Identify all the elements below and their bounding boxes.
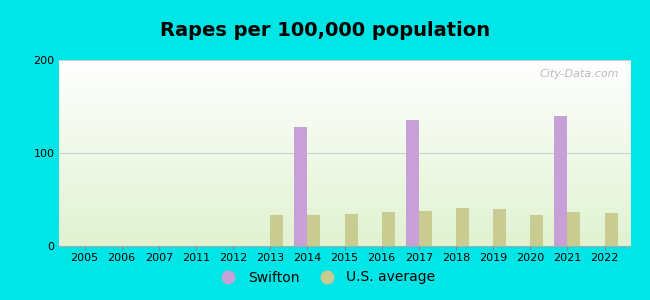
Bar — [270, 215, 283, 246]
Bar — [294, 127, 307, 246]
Bar — [419, 211, 432, 246]
Bar — [406, 120, 419, 246]
Bar — [530, 215, 543, 246]
Bar — [456, 208, 469, 246]
Legend: Swifton, U.S. average: Swifton, U.S. average — [209, 265, 441, 290]
Bar — [604, 214, 617, 246]
Bar — [554, 116, 567, 246]
Bar — [307, 215, 320, 246]
Bar — [344, 214, 358, 246]
Bar — [382, 212, 395, 246]
Text: Rapes per 100,000 population: Rapes per 100,000 population — [160, 21, 490, 40]
Bar — [567, 212, 580, 246]
Bar — [493, 209, 506, 246]
Text: City-Data.com: City-Data.com — [540, 69, 619, 79]
